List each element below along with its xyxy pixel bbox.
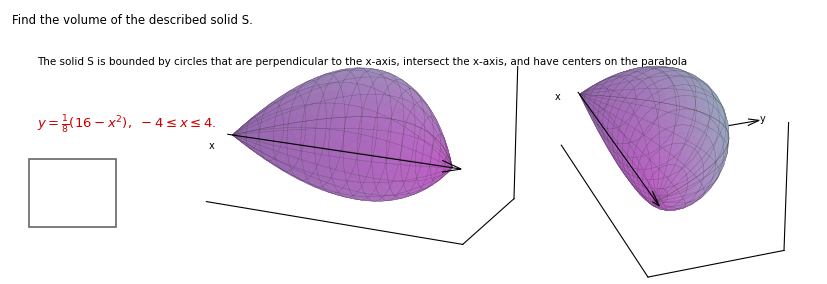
Text: $y = \frac{1}{8}(16 - x^2),\ -4 \leq x \leq 4.$: $y = \frac{1}{8}(16 - x^2),\ -4 \leq x \…: [37, 114, 217, 136]
Text: Find the volume of the described solid S.: Find the volume of the described solid S…: [12, 14, 253, 27]
Bar: [29, 159, 116, 227]
Text: The solid S is bounded by circles that are perpendicular to the x-axis, intersec: The solid S is bounded by circles that a…: [37, 57, 686, 67]
